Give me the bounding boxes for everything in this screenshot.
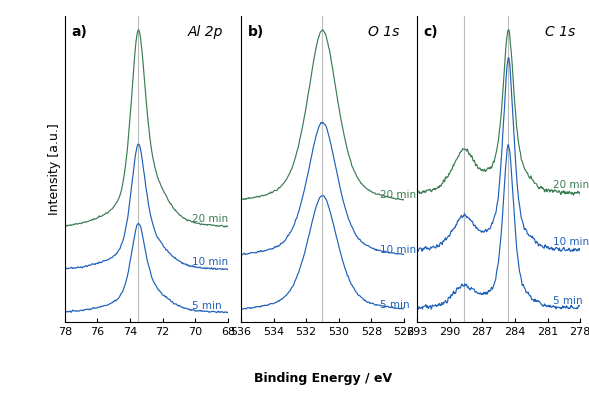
Text: 20 min: 20 min (192, 214, 228, 224)
Text: c): c) (423, 25, 438, 39)
Text: O 1s: O 1s (368, 25, 399, 39)
Y-axis label: Intensity [a.u.]: Intensity [a.u.] (48, 123, 61, 215)
Text: Binding Energy / eV: Binding Energy / eV (254, 372, 392, 385)
Text: 10 min: 10 min (192, 257, 228, 267)
Text: 20 min: 20 min (553, 180, 589, 189)
Text: 5 min: 5 min (192, 301, 221, 311)
Text: a): a) (71, 25, 87, 39)
Text: 10 min: 10 min (553, 237, 589, 247)
Text: b): b) (247, 25, 264, 39)
Text: 5 min: 5 min (553, 296, 583, 306)
Text: Al 2p: Al 2p (188, 25, 223, 39)
Text: 10 min: 10 min (379, 244, 416, 255)
Text: C 1s: C 1s (545, 25, 575, 39)
Text: 5 min: 5 min (379, 299, 409, 310)
Text: 20 min: 20 min (379, 191, 416, 200)
